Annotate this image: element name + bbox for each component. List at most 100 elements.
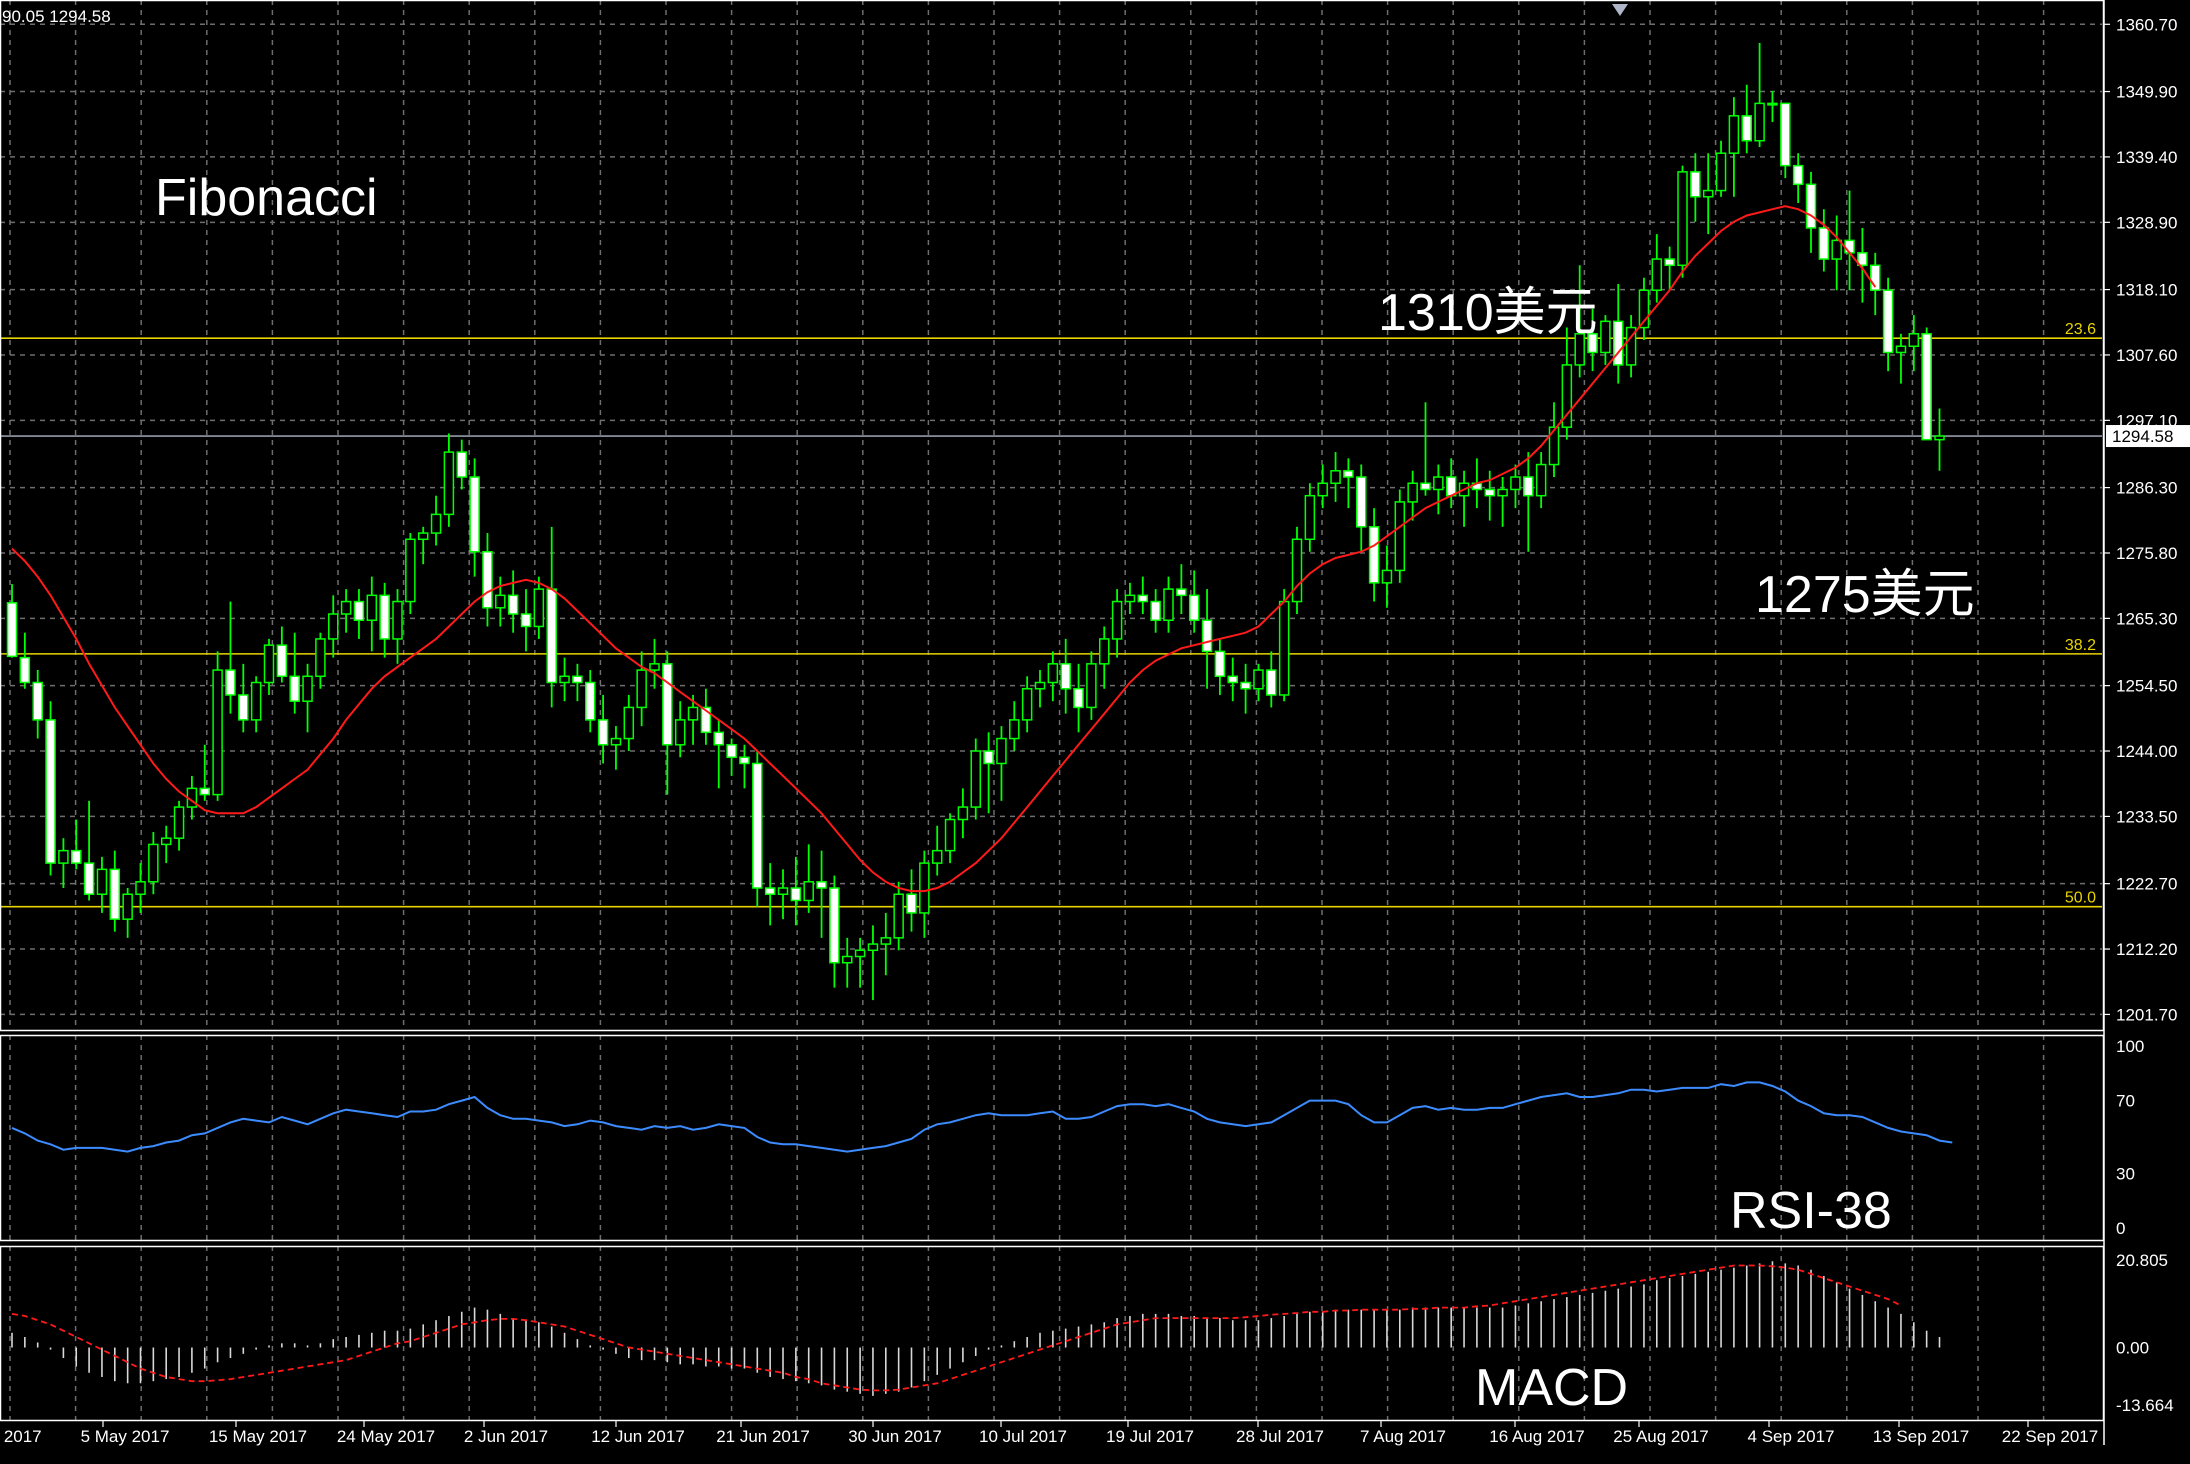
candle-body [546,588,557,684]
candle-body [880,937,892,945]
candle [1831,215,1842,291]
candle [1266,651,1277,708]
candle [45,701,56,876]
candle-body [1600,320,1611,354]
candle-body [662,663,673,746]
candle-body [1934,435,1945,441]
candle-body [854,949,866,958]
macd-tick-label: 20.805 [2116,1251,2168,1270]
candle-body [238,694,249,721]
candle-body [443,451,455,516]
candle-body [1728,115,1740,154]
candle [58,838,69,889]
candle-body [1754,102,1765,142]
candle-body [1137,594,1149,603]
rsi-tick-label: 70 [2116,1092,2135,1111]
candle [597,694,609,764]
candle [1754,42,1765,147]
candlesticks [6,42,1945,1001]
candle [1587,308,1598,372]
candle [1458,470,1470,527]
candle-body [1741,115,1752,142]
fib-level-label: 23.6 [2065,321,2096,338]
candle-body [1844,239,1855,254]
candle-body [1034,681,1046,690]
candle-body [250,681,262,721]
candle [829,875,840,988]
candle [726,738,737,776]
candle-body [1304,494,1316,541]
candle-body [1214,650,1226,678]
candle-body [83,862,95,895]
candle-body [212,669,223,796]
candle-body [1073,687,1084,709]
level-1275-label: 1275美元 [1755,566,1975,624]
candle [263,638,275,695]
candle-body [1330,470,1341,484]
candle [1163,576,1174,633]
candle [417,526,429,565]
candle-body [1625,326,1637,366]
candle-body [340,600,352,615]
candle [1741,84,1752,154]
candle [32,670,43,739]
moving-average-line [11,205,1877,893]
date-tick-label: 10 Jul 2017 [979,1427,1067,1446]
candle [1882,277,1894,372]
date-tick-label: 22 Sep 2017 [2002,1427,2098,1446]
candle [1111,589,1123,658]
candle-body [1690,171,1701,198]
macd-tick-label: -13.664 [2116,1396,2174,1415]
candle-body [1111,600,1123,640]
candle-body [315,638,326,678]
candle [1780,102,1791,179]
candle-body [1638,289,1650,329]
shift-marker-icon[interactable] [1612,4,1628,16]
candle-body [919,862,930,914]
candle-body [148,843,159,883]
price-tick-label: 1328.90 [2116,213,2177,232]
candle-body [893,893,904,939]
price-tick-label: 1254.50 [2116,677,2177,696]
candle [250,676,262,733]
candle [533,576,545,639]
candle [366,576,378,652]
candle-body [1047,663,1059,684]
candle-body [353,600,365,621]
candle-body [1278,600,1290,696]
candle-body [1587,333,1598,354]
candle [585,670,596,733]
candle [790,856,802,926]
candle-body [1201,619,1213,653]
price-tick-label: 1339.40 [2116,148,2177,167]
candle-body [764,887,776,895]
candle-body [1009,719,1020,740]
candle-body [417,532,429,541]
candle-body [392,600,403,640]
candle-body [289,675,300,702]
candle [1099,626,1110,689]
candle-body [1882,289,1894,354]
candle [1009,701,1020,752]
candle-body [1176,588,1187,597]
candle [71,819,82,870]
candle-body [1484,488,1495,497]
candle [148,831,159,895]
candle [1561,327,1573,440]
candle-body [482,550,493,609]
candle [893,881,904,951]
candle-body [405,538,416,603]
candle-body [45,719,56,864]
candle [700,688,712,745]
candle [507,570,519,633]
candle-body [1420,482,1431,491]
candle [1381,545,1393,608]
date-tick-label: 25 Aug 2017 [1613,1427,1708,1446]
candle-body [199,787,210,796]
candle [957,788,969,839]
candle [1073,663,1084,733]
candle-body [58,849,69,864]
candle-body [1291,538,1303,603]
candle [1792,153,1804,204]
candle [520,589,532,652]
